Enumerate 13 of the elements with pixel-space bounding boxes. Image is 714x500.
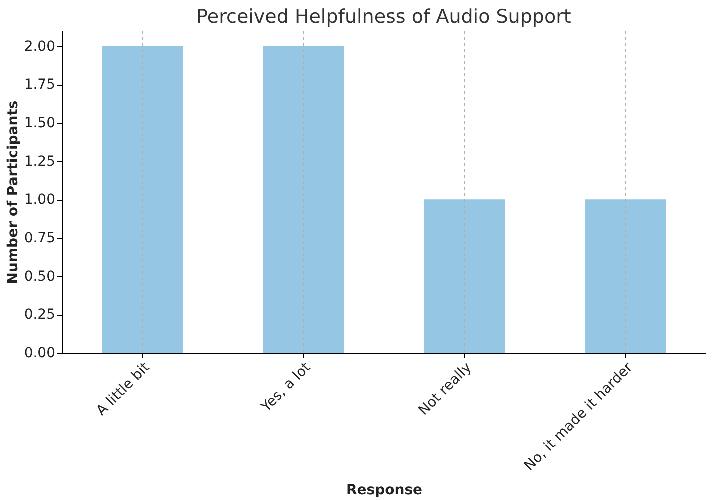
chart-title: Perceived Helpfulness of Audio Support xyxy=(196,6,572,28)
y-tick-label: 0.50 xyxy=(24,268,56,285)
y-tick-label: 0.25 xyxy=(24,307,56,324)
y-tick-label: 1.75 xyxy=(24,77,56,94)
y-axis-title: Number of Participants xyxy=(5,100,22,284)
y-tick-label: 0.00 xyxy=(24,346,56,362)
x-tick-label: Yes, a lot xyxy=(258,359,314,416)
y-tick-label: 2.00 xyxy=(24,38,56,55)
x-axis-title: Response xyxy=(346,482,423,499)
y-tick-label: 1.00 xyxy=(24,192,56,208)
y-tick-label: 1.25 xyxy=(24,154,56,170)
y-tick-label: 1.50 xyxy=(24,116,56,132)
y-tick-label: 0.75 xyxy=(24,230,56,246)
